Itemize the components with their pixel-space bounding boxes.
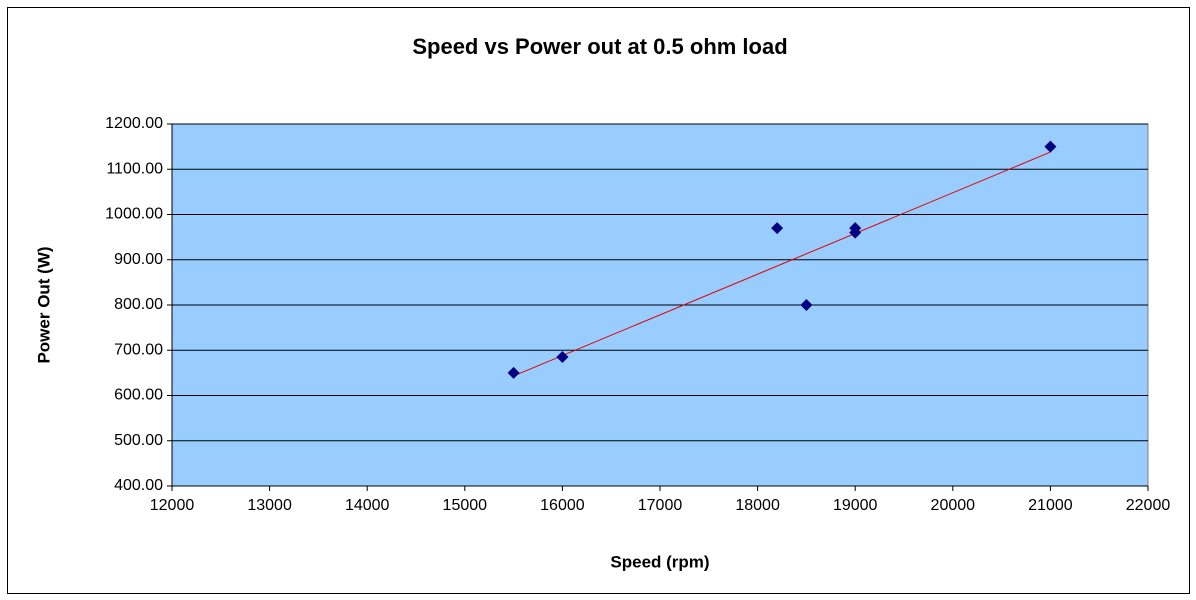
x-tick-label: 18000: [735, 497, 780, 514]
x-tick-label: 22000: [1126, 497, 1171, 514]
y-tick-label: 700.00: [114, 341, 163, 358]
point: [849, 226, 862, 239]
y-tick-label: 600.00: [114, 387, 163, 404]
y-axis-title: Power Out (W): [34, 246, 53, 363]
point: [507, 366, 520, 379]
point: [771, 222, 784, 235]
x-tick-label: 17000: [638, 497, 683, 514]
x-tick-label: 16000: [540, 497, 585, 514]
y-tick-label: 1000.00: [105, 206, 163, 223]
y-tick-label: 1100.00: [106, 160, 163, 177]
x-tick-label: 13000: [247, 497, 292, 514]
x-tick-label: 12000: [150, 497, 195, 514]
x-tick-label: 19000: [833, 497, 878, 514]
chart-title: Speed vs Power out at 0.5 ohm load: [412, 34, 787, 59]
y-tick-label: 500.00: [114, 432, 163, 449]
point: [1044, 140, 1057, 153]
y-tick-label: 900.00: [114, 251, 163, 268]
x-tick-label: 21000: [1028, 497, 1073, 514]
trendline: [513, 151, 1051, 377]
x-tick-label: 14000: [345, 497, 390, 514]
y-tick-label: 400.00: [114, 477, 163, 494]
x-tick-label: 15000: [443, 497, 488, 514]
x-axis-title: Speed (rpm): [610, 552, 709, 571]
point: [800, 299, 813, 311]
point: [556, 351, 569, 364]
y-tick-label: 800.00: [114, 296, 163, 313]
y-tick-label: 1200.00: [105, 115, 163, 132]
x-tick-label: 20000: [931, 497, 976, 514]
